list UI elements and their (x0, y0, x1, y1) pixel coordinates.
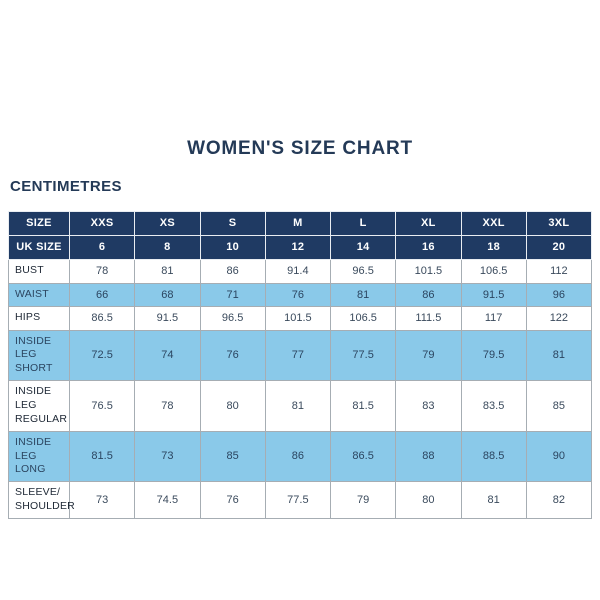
measurement-value: 90 (525, 430, 593, 483)
table-row: HIPS 86.5 91.5 96.5 101.5 106.5 111.5 117 122 (8, 306, 593, 331)
measurement-value: 74 (134, 329, 201, 382)
size-chart-body: BUST 78 81 86 91.4 96.5 101.5 106.5 112 WAIST 66 68… (8, 259, 593, 519)
measurement-value: 111.5 (395, 306, 462, 331)
measurement-value: 81 (264, 380, 332, 432)
table-row: INSIDE LEG SHORT 72.5 74 76 77 77.5 79 79.5 81 (8, 329, 593, 382)
measurement-label: WAIST (8, 282, 70, 308)
measurement-value: 81.5 (329, 380, 397, 432)
measurement-value: 112 (525, 259, 593, 284)
header-cell-value: 16 (395, 235, 462, 260)
measurement-value: 76 (199, 329, 266, 382)
measurement-value: 79.5 (460, 329, 527, 382)
header-row: SIZE XXS XS S M L XL XXL 3XL (8, 211, 593, 236)
measurement-value: 101.5 (395, 259, 462, 284)
header-cell-value: 14 (329, 235, 397, 260)
measurement-value: 78 (134, 380, 201, 432)
header-cell-label: UK SIZE (8, 235, 70, 260)
measurement-value: 86 (395, 282, 462, 308)
table-row: SLEEVE/ SHOULDER 73 74.5 76 77.5 79 80 81 82 (8, 481, 593, 519)
table-row: WAIST 66 68 71 76 81 86 91.5 96 (8, 282, 593, 308)
measurement-value: 86.5 (68, 306, 136, 331)
measurement-value: 86 (199, 259, 266, 284)
measurement-value: 80 (395, 481, 462, 519)
table-row: BUST 78 81 86 91.4 96.5 101.5 106.5 112 (8, 259, 593, 284)
header-cell-value: 12 (264, 235, 332, 260)
header-cell-value: 8 (134, 235, 201, 260)
measurement-value: 91.5 (134, 306, 201, 331)
measurement-value: 81 (525, 329, 593, 382)
measurement-value: 117 (460, 306, 527, 331)
measurement-label: SLEEVE/ SHOULDER (8, 481, 75, 519)
header-cell-value: 10 (199, 235, 266, 260)
header-cell-value: XL (395, 211, 462, 236)
header-cell-label: SIZE (8, 211, 70, 236)
measurement-label: BUST (8, 259, 70, 284)
measurement-value: 77.5 (329, 329, 397, 382)
measurement-value: 80 (199, 380, 266, 432)
page-title: WOMEN'S SIZE CHART (187, 138, 413, 159)
header-cell-value: 18 (460, 235, 527, 260)
measurement-value: 81 (329, 282, 397, 308)
measurement-value: 82 (525, 481, 593, 519)
header-row: UK SIZE 6 8 10 12 14 16 18 20 (8, 235, 593, 260)
measurement-value: 72.5 (68, 329, 136, 382)
measurement-value: 88 (395, 430, 462, 483)
measurement-value: 68 (134, 282, 201, 308)
measurement-label: INSIDE LEG SHORT (8, 329, 70, 382)
size-chart-table: SIZE XXS XS S M L XL XXL 3XL UK SIZE 6 8 10 12 14 16 18 2… (8, 211, 593, 519)
measurement-value: 86.5 (329, 430, 397, 483)
measurement-value: 106.5 (329, 306, 397, 331)
measurement-label: HIPS (8, 306, 70, 331)
header-cell-value: M (264, 211, 332, 236)
header-cell-value: XS (134, 211, 201, 236)
measurement-value: 86 (264, 430, 332, 483)
measurement-value: 122 (525, 306, 593, 331)
measurement-value: 96.5 (329, 259, 397, 284)
measurement-value: 101.5 (264, 306, 332, 331)
header-cell-value: XXS (68, 211, 136, 236)
header-cell-value: L (329, 211, 397, 236)
measurement-value: 83.5 (460, 380, 527, 432)
measurement-value: 81.5 (68, 430, 136, 483)
measurement-value: 81 (134, 259, 201, 284)
header-cell-value: XXL (460, 211, 527, 236)
measurement-value: 71 (199, 282, 266, 308)
measurement-label: INSIDE LEG REGULAR (8, 380, 70, 432)
header-cell-value: 20 (525, 235, 593, 260)
measurement-value: 76 (199, 481, 266, 519)
measurement-value: 78 (68, 259, 136, 284)
measurement-value: 77 (264, 329, 332, 382)
size-chart-header: SIZE XXS XS S M L XL XXL 3XL UK SIZE 6 8 10 12 14 16 18 2… (8, 211, 593, 260)
measurement-value: 85 (525, 380, 593, 432)
measurement-value: 79 (329, 481, 397, 519)
unit-label: CENTIMETRES (10, 178, 122, 195)
measurement-value: 96 (525, 282, 593, 308)
measurement-value: 88.5 (460, 430, 527, 483)
header-cell-value: 6 (68, 235, 136, 260)
measurement-value: 74.5 (134, 481, 201, 519)
header-cell-value: S (199, 211, 266, 236)
measurement-value: 81 (460, 481, 527, 519)
measurement-value: 85 (199, 430, 266, 483)
measurement-value: 77.5 (264, 481, 332, 519)
measurement-value: 106.5 (460, 259, 527, 284)
header-cell-value: 3XL (525, 211, 593, 236)
measurement-value: 91.5 (460, 282, 527, 308)
measurement-value: 73 (134, 430, 201, 483)
measurement-value: 91.4 (264, 259, 332, 284)
measurement-value: 76.5 (68, 380, 136, 432)
measurement-value: 83 (395, 380, 462, 432)
measurement-value: 73 (68, 481, 136, 519)
measurement-value: 96.5 (199, 306, 266, 331)
table-row: INSIDE LEG LONG 81.5 73 85 86 86.5 88 88.5 90 (8, 430, 593, 483)
measurement-value: 79 (395, 329, 462, 382)
measurement-value: 66 (68, 282, 136, 308)
measurement-value: 76 (264, 282, 332, 308)
table-row: INSIDE LEG REGULAR 76.5 78 80 81 81.5 83 83.5 85 (8, 380, 593, 432)
measurement-label: INSIDE LEG LONG (8, 430, 70, 483)
